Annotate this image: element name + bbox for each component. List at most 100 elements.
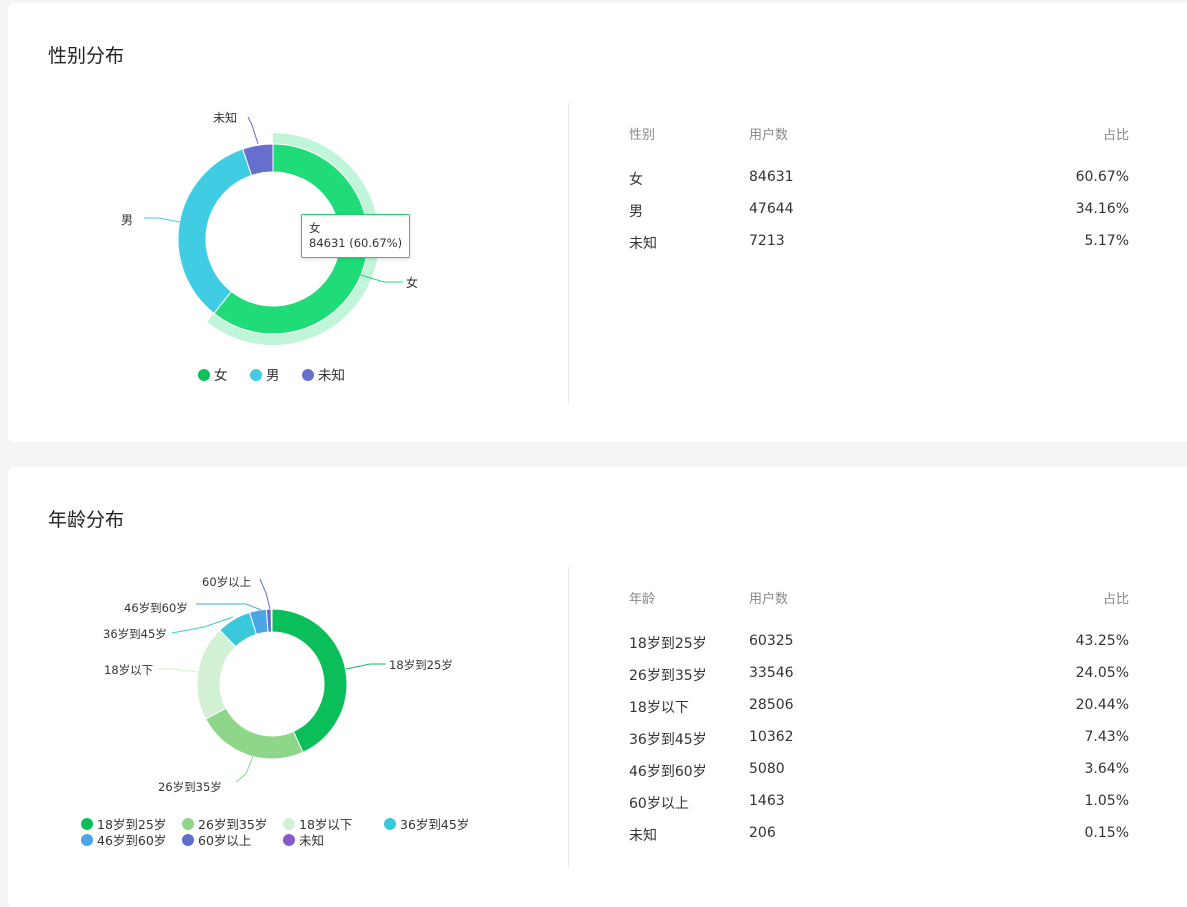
legend-dot-icon bbox=[81, 818, 93, 830]
row-count: 84631 bbox=[749, 169, 794, 185]
age-table: 年龄 用户数 占比 18岁到25岁 60325 43.25% 26岁到35岁 3… bbox=[629, 588, 1129, 857]
row-count: 5080 bbox=[749, 761, 785, 777]
legend-label: 18岁到25岁 bbox=[97, 817, 167, 832]
label-line-4 bbox=[196, 603, 262, 611]
chart-tooltip: 女 84631 (60.67%) bbox=[301, 214, 411, 258]
gender-table: 性别 用户数 占比 女 84631 60.67% 男 47644 34.16% … bbox=[629, 124, 1129, 265]
legend-item-0[interactable]: 女 bbox=[198, 364, 228, 384]
donut-slice-1[interactable] bbox=[177, 148, 253, 315]
divider bbox=[568, 567, 569, 867]
label-line-1 bbox=[144, 217, 181, 223]
row-label: 未知 bbox=[629, 236, 657, 252]
row-count: 206 bbox=[749, 825, 776, 841]
legend-item-2[interactable]: 未知 bbox=[302, 364, 345, 384]
row-label: 男 bbox=[629, 204, 643, 220]
header-share: 占比 bbox=[1102, 128, 1129, 143]
row-label: 未知 bbox=[629, 828, 657, 844]
legend-dot-icon bbox=[182, 834, 194, 846]
label-line-2 bbox=[247, 116, 259, 145]
legend-label: 未知 bbox=[318, 368, 345, 384]
table-row: 18岁以下 28506 20.44% bbox=[629, 697, 1129, 729]
legend-dot-icon bbox=[283, 834, 295, 846]
donut-slice-2[interactable] bbox=[196, 629, 237, 720]
header-share: 占比 bbox=[1102, 592, 1129, 607]
slice-label-1: 男 bbox=[121, 213, 133, 227]
row-label: 女 bbox=[629, 172, 643, 188]
row-pct: 3.64% bbox=[1084, 761, 1129, 777]
legend-item-1[interactable]: 26岁到35岁 bbox=[182, 814, 267, 833]
label-line-3 bbox=[171, 616, 234, 634]
row-pct: 7.43% bbox=[1084, 729, 1129, 745]
legend-label: 26岁到35岁 bbox=[198, 817, 268, 832]
legend-item-0[interactable]: 18岁到25岁 bbox=[81, 814, 166, 833]
table-row: 未知 206 0.15% bbox=[629, 825, 1129, 857]
legend-label: 60岁以上 bbox=[198, 833, 252, 848]
row-pct: 24.05% bbox=[1075, 665, 1129, 681]
legend-label: 46岁到60岁 bbox=[97, 833, 167, 848]
slice-label-3: 36岁到45岁 bbox=[103, 627, 167, 641]
slice-label-2: 18岁以下 bbox=[104, 663, 153, 677]
row-pct: 1.05% bbox=[1084, 793, 1129, 809]
row-label: 18岁以下 bbox=[629, 700, 689, 716]
slice-label-4: 46岁到60岁 bbox=[124, 601, 188, 615]
legend-label: 女 bbox=[214, 368, 228, 384]
slice-label-0: 女 bbox=[406, 275, 418, 290]
age-donut-chart: 18岁到25岁 26岁到35岁 18岁以下 36岁到45岁 46岁到60岁 60岁以上 bbox=[103, 575, 453, 794]
slice-label-0: 18岁到25岁 bbox=[389, 658, 453, 672]
legend-dot-icon bbox=[250, 369, 262, 381]
row-pct: 34.16% bbox=[1075, 201, 1129, 217]
row-count: 10362 bbox=[749, 729, 794, 745]
donut-slice-6[interactable] bbox=[270, 608, 273, 633]
row-pct: 5.17% bbox=[1084, 233, 1129, 249]
row-count: 33546 bbox=[749, 665, 794, 681]
label-line-2 bbox=[158, 668, 199, 673]
label-line-1 bbox=[235, 755, 254, 783]
legend-dot-icon bbox=[198, 369, 210, 381]
row-pct: 20.44% bbox=[1075, 697, 1129, 713]
donut-slice-2[interactable] bbox=[242, 143, 274, 177]
table-header: 性别 用户数 占比 bbox=[629, 124, 1129, 169]
row-pct: 43.25% bbox=[1075, 633, 1129, 649]
legend-item-1[interactable]: 男 bbox=[250, 364, 280, 384]
tooltip-value: 84631 (60.67%) bbox=[309, 236, 403, 250]
table-row: 60岁以上 1463 1.05% bbox=[629, 793, 1129, 825]
donut-slice-1[interactable] bbox=[204, 707, 304, 760]
legend-label: 18岁以下 bbox=[299, 817, 353, 832]
table-row: 未知 7213 5.17% bbox=[629, 233, 1129, 265]
table-row: 男 47644 34.16% bbox=[629, 201, 1129, 233]
row-count: 1463 bbox=[749, 793, 785, 809]
legend-item-2[interactable]: 18岁以下 bbox=[283, 814, 352, 833]
label-line-5 bbox=[259, 578, 271, 610]
table-row: 36岁到45岁 10362 7.43% bbox=[629, 729, 1129, 761]
header-gender: 性别 bbox=[629, 128, 656, 143]
slice-label-5: 60岁以上 bbox=[202, 575, 251, 589]
legend-item-6[interactable]: 未知 bbox=[283, 830, 324, 849]
row-label: 36岁到45岁 bbox=[629, 732, 707, 748]
label-line-0 bbox=[353, 272, 403, 283]
row-label: 18岁到25岁 bbox=[629, 636, 707, 652]
legend-item-3[interactable]: 36岁到45岁 bbox=[384, 814, 469, 833]
gender-card: 性别分布 女男未知 女 84631 (60.67%) 女男未知 性别 用户数 占… bbox=[8, 3, 1187, 442]
legend-label: 未知 bbox=[299, 833, 325, 848]
legend-dot-icon bbox=[182, 818, 194, 830]
legend-label: 男 bbox=[266, 368, 280, 384]
legend-dot-icon bbox=[384, 818, 396, 830]
row-label: 46岁到60岁 bbox=[629, 764, 707, 780]
header-users: 用户数 bbox=[749, 592, 789, 607]
legend-dot-icon bbox=[283, 818, 295, 830]
slice-label-1: 26岁到35岁 bbox=[158, 780, 222, 794]
table-row: 26岁到35岁 33546 24.05% bbox=[629, 665, 1129, 697]
age-title: 年龄分布 bbox=[48, 509, 125, 531]
tooltip-label: 女 bbox=[309, 221, 321, 235]
donut-slice-0[interactable] bbox=[271, 608, 348, 754]
label-line-0 bbox=[345, 663, 386, 670]
row-pct: 0.15% bbox=[1084, 825, 1129, 841]
legend-item-5[interactable]: 60岁以上 bbox=[182, 830, 251, 849]
row-count: 47644 bbox=[749, 201, 794, 217]
table-row: 46岁到60岁 5080 3.64% bbox=[629, 761, 1129, 793]
legend-item-4[interactable]: 46岁到60岁 bbox=[81, 830, 166, 849]
header-users: 用户数 bbox=[749, 128, 789, 143]
row-label: 60岁以上 bbox=[629, 796, 689, 812]
row-count: 60325 bbox=[749, 633, 794, 649]
legend-label: 36岁到45岁 bbox=[400, 817, 470, 832]
